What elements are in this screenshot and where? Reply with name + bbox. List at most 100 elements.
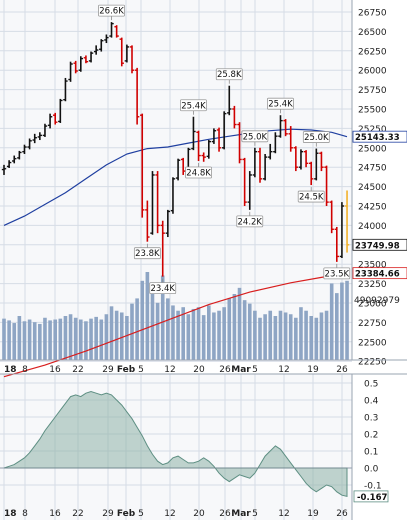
price-bar (47, 113, 53, 129)
peak-callout: 23.8K (133, 243, 161, 259)
price-bar (63, 77, 68, 102)
price-bar (227, 85, 232, 116)
volume-bar (268, 310, 273, 360)
peak-callout: 24.8K (185, 162, 212, 178)
volume-bar (186, 314, 191, 360)
volume-bar (176, 310, 180, 360)
peak-callout: 25.8K (215, 68, 243, 84)
price-bar (93, 45, 99, 55)
volume-bar (196, 307, 201, 360)
price-bar (303, 150, 309, 168)
peak-label: 24.8K (186, 168, 211, 178)
volume-bar (68, 314, 73, 360)
momentum-area: -0.167 (0, 390, 389, 503)
price-value-label: 23749.98 (355, 241, 400, 251)
date-tick-label: 19 (307, 365, 319, 375)
peak-callout-box (236, 215, 264, 228)
momentum-date-tick-label: 29 (102, 509, 114, 519)
volume-bar (79, 319, 83, 360)
peak-label: 23.5K (325, 269, 350, 279)
price-bar (196, 130, 201, 161)
date-tick-label: 8 (22, 365, 28, 375)
price-tick-label: 26750 (358, 9, 387, 19)
price-bar (339, 202, 345, 258)
price-value-labels: 25143.33 23749.98 23384.66 (352, 130, 407, 280)
price-bar (334, 226, 339, 262)
volume-bar (48, 320, 52, 360)
momentum-date-tick-label: 8 (22, 509, 28, 519)
volume-bar (160, 275, 165, 360)
price-bar (83, 55, 89, 64)
price-bar (268, 143, 273, 160)
price-bar (216, 127, 222, 152)
peak-callout: 25.4K (180, 99, 207, 115)
volume-bar (201, 315, 206, 360)
price-bar (68, 61, 73, 82)
price-bar (201, 152, 206, 162)
volume-bar (237, 287, 242, 360)
price-bar (242, 157, 247, 206)
momentum-date-tick-label: 19 (307, 509, 319, 519)
price-tick-label: 26500 (358, 28, 387, 38)
volume-bar (324, 310, 329, 360)
price-bar (129, 45, 135, 74)
volume-bar (38, 323, 42, 360)
price-bar (329, 200, 334, 234)
price-value-flag: 23384.66 (352, 267, 407, 280)
price-bar (114, 25, 119, 38)
momentum-date-tick-label: 5 (138, 509, 144, 519)
date-tick-label: Feb (117, 365, 136, 375)
momentum-date-tick-label: 18 (4, 509, 17, 519)
peak-callout: 23.4K (149, 278, 177, 295)
volume-bar (232, 294, 237, 360)
volume-bar (145, 272, 150, 360)
volume-bar (119, 312, 124, 360)
momentum-value-box (353, 490, 389, 503)
momentum-value-label: -0.167 (357, 493, 387, 503)
momentum-tick-label: 0.0 (364, 465, 379, 475)
price-bar (134, 67, 140, 125)
peak-label: 23.4K (150, 284, 175, 294)
momentum-date-tick-label: 26 (219, 509, 231, 519)
peak-callout-box (149, 282, 177, 295)
peak-callout: 23.5K (323, 263, 351, 279)
volume-bar (253, 310, 257, 360)
peak-callout-box (241, 130, 269, 143)
price-bar (53, 112, 58, 125)
volume-bar (27, 319, 32, 360)
momentum-value-flag: -0.167 (353, 490, 389, 503)
momentum-date-tick-label: 5 (252, 509, 258, 519)
price-bar (124, 44, 130, 63)
peak-label: 25.4K (181, 101, 206, 111)
date-tick-label: 5 (252, 365, 258, 375)
volume-bar (222, 307, 226, 360)
volume-bar (191, 308, 196, 360)
momentum-date-tick-label: 26 (336, 509, 348, 519)
date-tick-label: 18 (4, 365, 17, 375)
momentum-date-tick-label: Mar (231, 509, 251, 519)
price-bar (32, 133, 37, 144)
price-bar (119, 37, 124, 67)
peak-label: 25.0K (304, 133, 329, 143)
price-tick-label: 24000 (358, 222, 387, 232)
price-bar (288, 126, 293, 152)
volume-bar (340, 282, 344, 360)
price-bar (324, 165, 329, 206)
price-bar (37, 132, 43, 141)
price-bar (211, 128, 217, 144)
volume-bar (299, 307, 303, 360)
peak-label: 23.8K (135, 249, 160, 259)
price-gridlines (0, 0, 352, 362)
volume-bar (227, 298, 232, 360)
peak-label: 24.5K (299, 193, 324, 203)
volume-bar (247, 303, 252, 360)
price-tick-label: 23250 (358, 280, 387, 290)
peak-callout-box (180, 99, 207, 112)
price-bar (42, 123, 48, 137)
volume-bar (207, 305, 211, 360)
price-bar (237, 122, 242, 164)
moving-average-200-line (3, 272, 348, 378)
volume-bar (58, 318, 63, 360)
volume-bar (104, 314, 109, 360)
